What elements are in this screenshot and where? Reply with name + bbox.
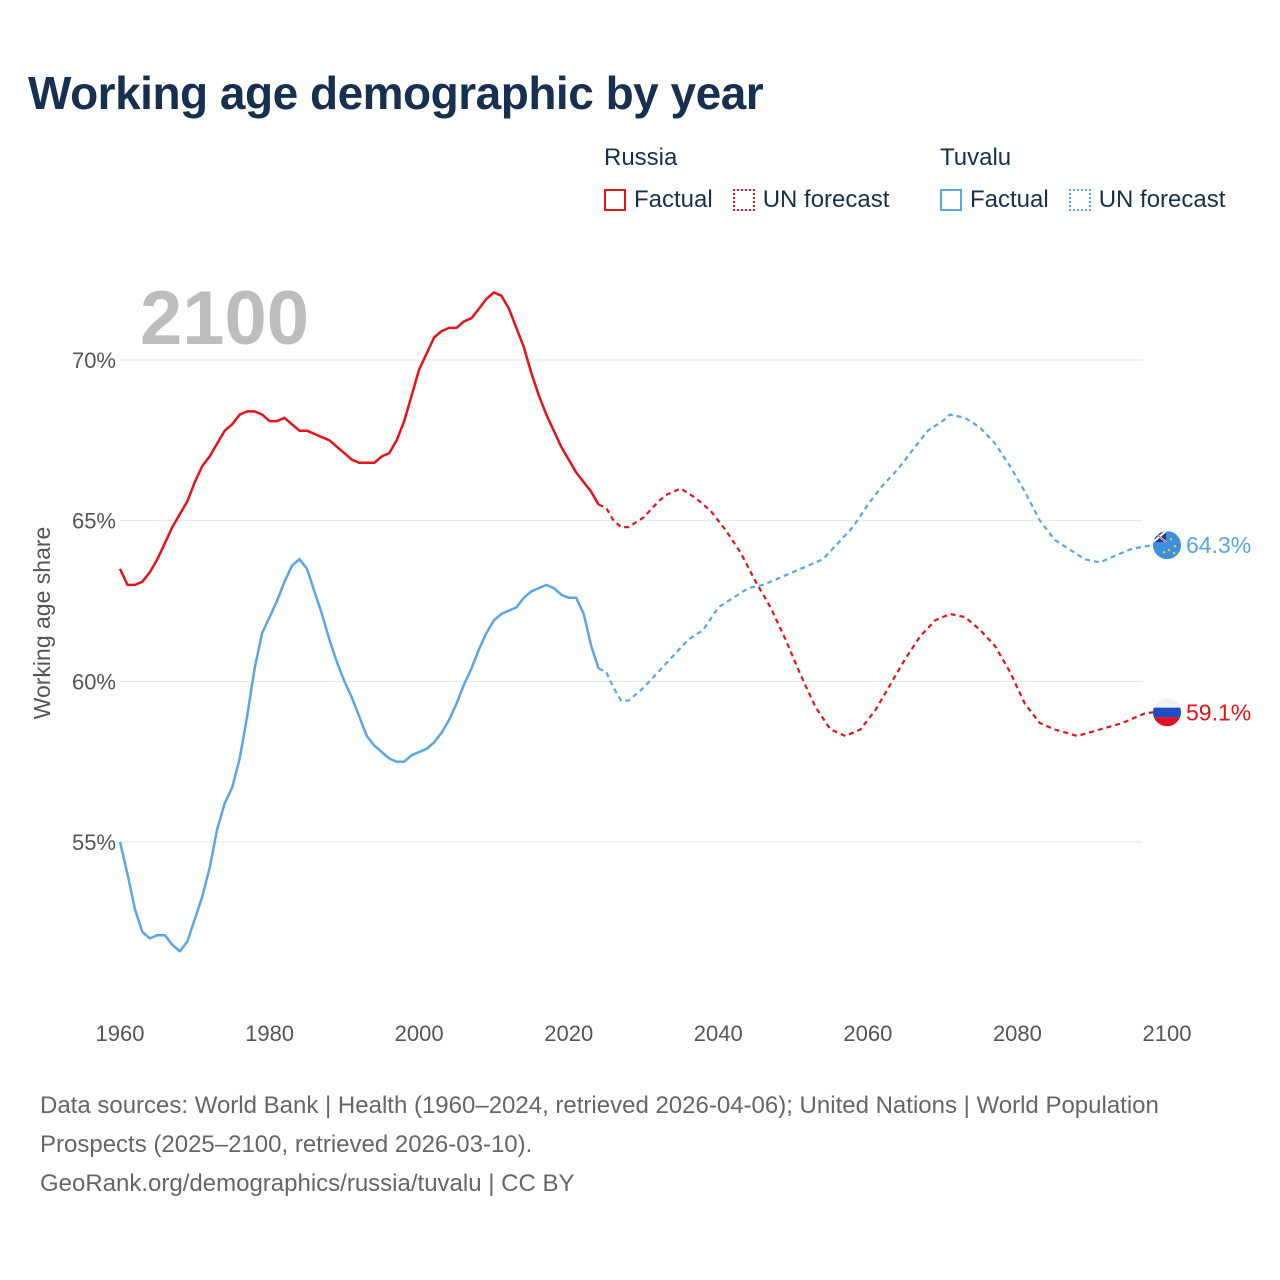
russia-flag-marker (1153, 698, 1181, 727)
legend-swatch-factual (604, 189, 626, 211)
legend-swatch-factual (940, 189, 962, 211)
series-line-tuvalu-factual[interactable] (118, 557, 600, 953)
gridlines (120, 359, 1142, 843)
x-tick-label: 2020 (544, 1021, 593, 1046)
x-tick-label: 1980 (245, 1021, 294, 1046)
russia-end-value: 59.1% (1186, 699, 1251, 725)
legend-swatch-forecast (732, 189, 755, 211)
footer-credit[interactable]: GeoRank.org/demographics/russia/tuvalu |… (40, 1170, 575, 1197)
legend-tuvalu: Tuvalu Factual UN forecast (940, 144, 1225, 214)
y-axis-title: Working age share (29, 527, 55, 720)
legend-swatch-forecast (1068, 189, 1091, 211)
legend-russia: Russia Factual UN forecast (604, 144, 909, 214)
footer: Data sources: World Bank | Health (1960–… (40, 1086, 1160, 1203)
chart-title: Working age demographic by year (28, 67, 764, 119)
y-tick-label: 70% (72, 348, 116, 373)
x-tick-label: 2060 (843, 1021, 892, 1046)
legend-group-name: Tuvalu (940, 144, 1012, 171)
end-markers: 59.1% 64.3% (1153, 531, 1251, 727)
y-tick-label: 60% (72, 669, 116, 694)
x-axis-ticks: 1960 1980 2000 2020 2040 2060 2080 2100 (96, 1021, 1192, 1046)
legend-label-factual: Factual (634, 186, 713, 213)
y-tick-label: 65% (72, 509, 116, 534)
tuvalu-flag-marker (1153, 531, 1181, 560)
series-line-russia-forecast[interactable] (598, 487, 1168, 738)
tuvalu-end-value: 64.3% (1186, 532, 1251, 558)
footer-sources: Data sources: World Bank | Health (1960–… (40, 1092, 1159, 1158)
legend-label-forecast: UN forecast (762, 186, 890, 213)
legend-group-name: Russia (604, 144, 678, 171)
y-tick-label: 55% (72, 830, 116, 855)
x-tick-label: 1960 (96, 1021, 145, 1046)
legend-label-forecast: UN forecast (1098, 186, 1226, 213)
year-watermark: 2100 (140, 276, 309, 361)
series-line-tuvalu-forecast[interactable] (598, 413, 1168, 702)
x-tick-label: 2000 (395, 1021, 444, 1046)
y-axis-ticks: 55% 60% 65% 70% (72, 348, 116, 855)
line-chart: 2100 55% 60% 65% 70% 1960 1980 2000 2020 2040 20… (29, 276, 1251, 1046)
x-tick-label: 2080 (993, 1021, 1042, 1046)
x-tick-label: 2100 (1143, 1021, 1192, 1046)
x-tick-label: 2040 (694, 1021, 743, 1046)
series-line-russia-factual[interactable] (118, 291, 600, 587)
series-lines (118, 291, 1168, 953)
legend-label-factual: Factual (970, 186, 1049, 213)
